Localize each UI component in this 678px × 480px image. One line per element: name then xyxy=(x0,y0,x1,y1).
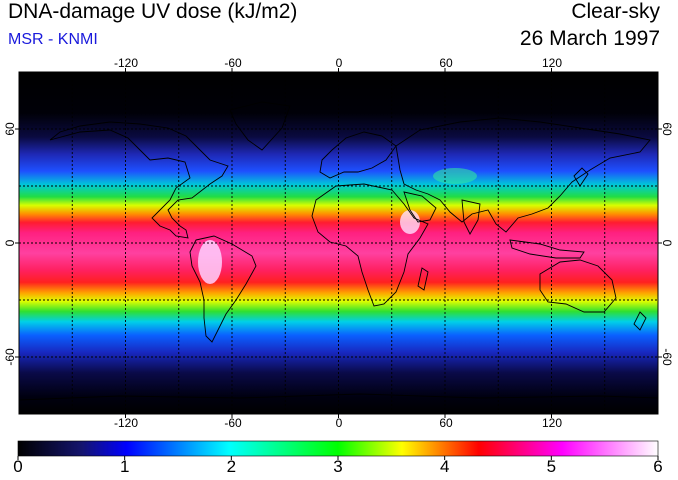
lon-label-top: 60 xyxy=(439,56,453,70)
lat-label-right: 60 xyxy=(660,122,674,136)
new-zealand-coast xyxy=(633,311,647,331)
lon-label-bottom: 60 xyxy=(439,416,453,430)
lon-labels-top: -120 -60 0 60 120 xyxy=(114,56,562,70)
lat-labels-right: 60 0 -60 xyxy=(660,122,674,366)
uv-field xyxy=(19,72,658,414)
colorbar-label: 4 xyxy=(439,457,450,476)
lon-label-top: 120 xyxy=(542,56,562,70)
lon-labels-bottom: -120 -60 0 60 120 xyxy=(114,416,562,430)
lon-label-bottom: 0 xyxy=(336,416,343,430)
colorbar-label: 3 xyxy=(333,457,343,476)
lat-label-left: 0 xyxy=(3,239,17,246)
lat-label-right: 0 xyxy=(660,240,674,247)
colorbar-label: 6 xyxy=(653,457,663,476)
arabia-coast xyxy=(403,191,437,223)
graticule xyxy=(19,72,658,414)
map-title: DNA-damage UV dose (kJ/m2) xyxy=(8,0,298,23)
source-label: MSR - KNMI xyxy=(8,31,98,48)
coastlines xyxy=(19,101,658,401)
lon-label-top: -60 xyxy=(224,56,242,70)
colorbar-label: 2 xyxy=(226,457,237,476)
sky-condition-label: Clear-sky xyxy=(571,0,660,23)
greenland-coast xyxy=(229,101,291,151)
north-america-coast xyxy=(49,121,229,239)
australia-coast xyxy=(539,259,617,313)
lat-label-left: 60 xyxy=(3,122,17,136)
indonesia-coast xyxy=(509,239,585,259)
japan-coast xyxy=(573,167,589,187)
colorbar xyxy=(17,440,659,457)
colorbar-label: 0 xyxy=(13,457,23,476)
europe-coast xyxy=(319,131,397,179)
lat-labels-left: 60 0 -60 xyxy=(3,122,17,366)
lon-label-top: 0 xyxy=(336,56,343,70)
colorbar-label: 1 xyxy=(119,457,130,476)
andes-uv-maximum xyxy=(198,240,222,284)
lat-label-right: -60 xyxy=(660,348,674,366)
asia-coast xyxy=(395,117,651,233)
tibet-feature xyxy=(433,168,477,184)
madagascar-coast xyxy=(417,267,429,291)
east-africa-uv-maximum xyxy=(400,210,420,234)
lat-label-left: -60 xyxy=(3,348,17,366)
lon-label-top: -120 xyxy=(114,56,138,70)
lon-label-bottom: 120 xyxy=(542,416,562,430)
colorbar-ticks xyxy=(17,456,659,460)
lon-label-bottom: -120 xyxy=(114,416,138,430)
date-label: 26 March 1997 xyxy=(519,27,660,50)
antarctica-coast xyxy=(19,393,658,401)
frame-ticks xyxy=(15,68,662,418)
lon-label-bottom: -60 xyxy=(224,416,242,430)
colorbar-label: 5 xyxy=(546,457,557,476)
india-coast xyxy=(461,199,481,235)
south-america-coast xyxy=(189,235,257,343)
